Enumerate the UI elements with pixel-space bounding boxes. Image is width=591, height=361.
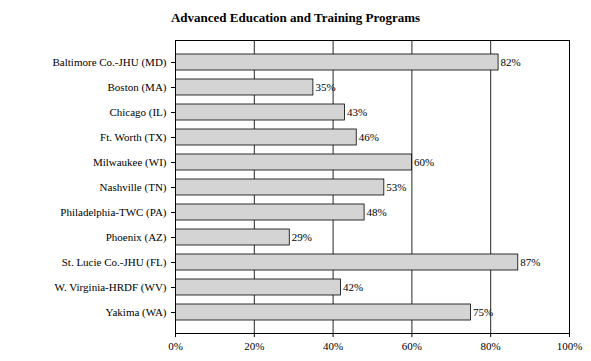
svg-text:Milwaukee (WI): Milwaukee (WI) — [93, 156, 167, 169]
svg-text:0%: 0% — [168, 340, 183, 352]
svg-text:100%: 100% — [557, 340, 583, 352]
svg-text:Philadelphia-TWC (PA): Philadelphia-TWC (PA) — [60, 206, 167, 219]
svg-text:Yakima (WA): Yakima (WA) — [106, 306, 167, 319]
html-text:Advanced Education and Trainin: Advanced Education and Training Programs — [170, 10, 421, 25]
svg-text:Phoenix (AZ): Phoenix (AZ) — [106, 231, 167, 244]
svg-text:20%: 20% — [244, 340, 264, 352]
svg-text:Nashville (TN): Nashville (TN) — [100, 181, 167, 194]
svg-text:35%: 35% — [315, 81, 335, 93]
svg-text:46%: 46% — [359, 131, 379, 143]
svg-text:St. Lucie Co.-JHU (FL): St. Lucie Co.-JHU (FL) — [62, 256, 167, 269]
svg-text:53%: 53% — [386, 181, 406, 193]
svg-text:Chicago (IL): Chicago (IL) — [109, 106, 166, 119]
svg-text:W. Virginia-HRDF (WV): W. Virginia-HRDF (WV) — [55, 281, 167, 294]
svg-text:40%: 40% — [323, 340, 343, 352]
svg-text:42%: 42% — [343, 281, 363, 293]
svg-text:29%: 29% — [292, 231, 312, 243]
svg-text:Baltimore Co.-JHU (MD): Baltimore Co.-JHU (MD) — [53, 56, 167, 69]
svg-text:43%: 43% — [347, 106, 367, 118]
svg-text:87%: 87% — [520, 256, 540, 268]
svg-text:82%: 82% — [501, 56, 521, 68]
svg-text:80%: 80% — [481, 340, 501, 352]
svg-text:Boston (MA): Boston (MA) — [108, 81, 167, 94]
svg-text:60%: 60% — [402, 340, 422, 352]
svg-text:48%: 48% — [367, 206, 387, 218]
svg-text:75%: 75% — [473, 306, 493, 318]
svg-text:Ft. Worth (TX): Ft. Worth (TX) — [100, 131, 167, 144]
svg-text:60%: 60% — [414, 156, 434, 168]
